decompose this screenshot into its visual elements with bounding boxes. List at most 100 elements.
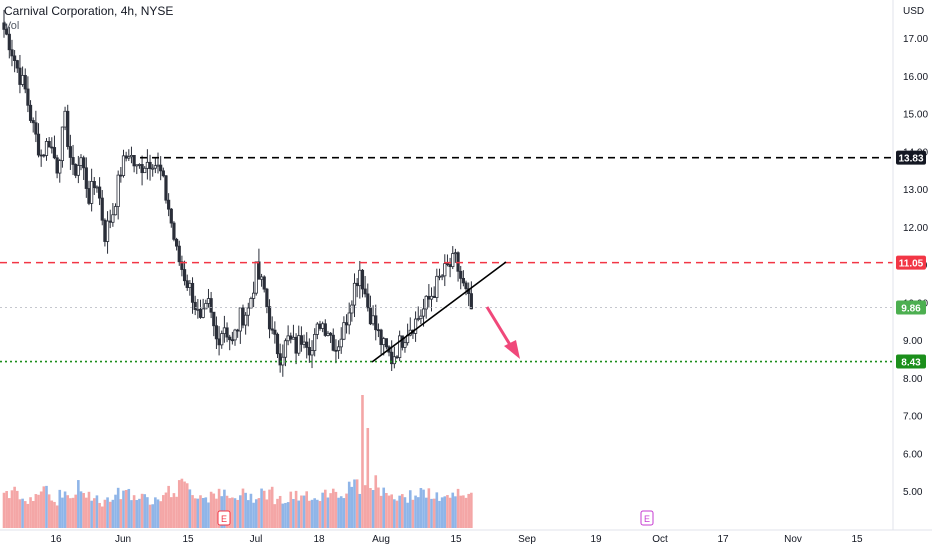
- candle-body: [453, 252, 458, 255]
- candle-body: [350, 304, 354, 314]
- volume-bar: [345, 493, 348, 528]
- candle-body: [360, 269, 365, 290]
- time-tick-label: Jul: [250, 534, 263, 545]
- candle-body: [297, 335, 301, 354]
- volume-bar: [175, 496, 178, 528]
- down-arrow-annotation[interactable]: [485, 306, 520, 359]
- volume-bar: [58, 489, 62, 528]
- time-tick-label: 16: [50, 534, 62, 545]
- volume-bar: [191, 495, 194, 528]
- candle-body: [214, 325, 219, 340]
- candle-body: [228, 336, 232, 341]
- price-badge-label: 8.43: [901, 358, 921, 369]
- candle-body: [180, 261, 184, 270]
- volume-bar: [297, 500, 301, 528]
- volume-bar: [366, 428, 370, 528]
- volume-bar: [257, 498, 261, 528]
- candle-body: [382, 338, 386, 346]
- candle-body: [302, 341, 306, 345]
- volume-bar: [53, 501, 56, 528]
- volume-bar: [369, 488, 372, 528]
- volume-bar: [358, 493, 362, 528]
- candle-body: [212, 311, 216, 327]
- price-tick-label: 13.00: [903, 185, 928, 196]
- candle-body: [437, 275, 442, 278]
- volume-bar: [398, 495, 401, 528]
- volume-bar: [63, 491, 67, 528]
- time-axis[interactable]: 16 Jun 15 Jul 18 Aug 15 Sep 19 Oct 17 Nov 15: [50, 534, 863, 545]
- candle-body: [124, 155, 128, 159]
- volume-bar: [464, 497, 468, 528]
- candle-body: [265, 288, 269, 308]
- volume-bar: [424, 497, 428, 528]
- volume-bar: [302, 495, 306, 528]
- candle-body: [424, 295, 428, 310]
- volume-bar: [456, 488, 460, 528]
- candle-body: [270, 328, 274, 331]
- candle-body: [429, 295, 434, 300]
- candle-body: [249, 298, 253, 309]
- candle-body: [252, 292, 256, 299]
- candle-body: [427, 295, 431, 300]
- volume-bar: [13, 486, 16, 528]
- volume-bar: [140, 493, 144, 528]
- volume-bar: [215, 498, 218, 528]
- volume-bar: [308, 500, 311, 528]
- candle-body: [339, 338, 343, 348]
- volume-bar: [146, 497, 149, 528]
- candle-body: [305, 341, 309, 348]
- volume-bar: [167, 485, 170, 528]
- volume-bar: [305, 491, 309, 528]
- candle-body: [379, 329, 383, 346]
- volume-bar: [21, 498, 24, 528]
- earnings-marker[interactable]: [640, 510, 654, 526]
- candle-body: [39, 154, 43, 157]
- candle-body: [97, 186, 102, 199]
- candle-body: [15, 60, 19, 69]
- candle-body: [374, 315, 378, 331]
- candle-body: [2, 22, 6, 30]
- volume-bar: [377, 487, 380, 528]
- candle-body: [398, 335, 402, 358]
- volume-bar: [74, 494, 77, 528]
- candle-body: [366, 293, 370, 309]
- price-tick-label: 7.00: [903, 412, 923, 423]
- volume-bar: [138, 498, 141, 528]
- volume-bar: [244, 492, 247, 528]
- volume-bar: [8, 498, 11, 528]
- candle-body: [137, 164, 142, 166]
- price-badge-label: 9.86: [901, 304, 921, 315]
- candle-body: [321, 323, 325, 329]
- time-tick-label: Jun: [115, 534, 131, 545]
- volume-bar: [209, 491, 213, 528]
- candle-body: [28, 104, 33, 121]
- candle-body: [87, 188, 91, 204]
- price-axis[interactable]: 17.0016.0015.0014.0013.0012.0011.0010.00…: [903, 34, 928, 498]
- candle-body: [355, 282, 359, 287]
- candle-body: [352, 282, 357, 306]
- candle-body: [132, 155, 136, 167]
- candle-body: [135, 164, 139, 167]
- volume-bar: [347, 481, 351, 528]
- volume-bar: [92, 498, 96, 528]
- candle-body: [113, 206, 118, 216]
- volume-bar: [85, 497, 88, 528]
- earnings-marker[interactable]: [217, 510, 231, 526]
- volume-bar: [69, 498, 72, 528]
- candle-body: [18, 67, 22, 85]
- candle-body: [177, 245, 181, 263]
- candle-body: [315, 323, 319, 335]
- candle-body: [278, 353, 282, 366]
- volume-bar: [419, 488, 423, 528]
- candle-body: [92, 181, 96, 189]
- volume-bar: [334, 491, 338, 528]
- volume-bar: [329, 493, 332, 528]
- volume-bar: [31, 501, 35, 528]
- candle-body: [421, 308, 426, 317]
- candle-body: [74, 164, 78, 176]
- candle-body: [323, 323, 327, 336]
- candle-body: [440, 275, 444, 278]
- candle-body: [403, 342, 407, 348]
- ascending-trendline[interactable]: [371, 261, 507, 363]
